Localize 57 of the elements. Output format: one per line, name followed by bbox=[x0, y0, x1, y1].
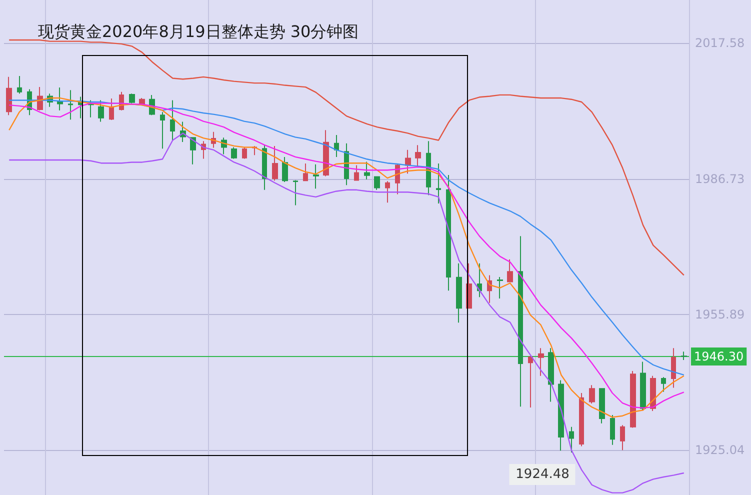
candlestick bbox=[640, 361, 646, 411]
candlestick bbox=[456, 262, 462, 324]
candlestick bbox=[293, 180, 298, 206]
candlestick bbox=[681, 351, 687, 361]
candlestick bbox=[57, 86, 63, 111]
candlestick bbox=[426, 140, 431, 196]
candlestick bbox=[374, 176, 380, 190]
candlestick bbox=[68, 90, 73, 120]
ref-line-label: 1946.30 bbox=[694, 350, 744, 364]
candlestick bbox=[518, 236, 523, 408]
candlestick bbox=[160, 112, 165, 150]
candlestick bbox=[364, 161, 370, 180]
candlestick bbox=[528, 356, 533, 408]
candlestick bbox=[599, 388, 605, 424]
candlestick bbox=[129, 93, 135, 104]
candlestick bbox=[242, 146, 247, 160]
candlestick bbox=[17, 76, 22, 94]
candlestick bbox=[231, 146, 237, 160]
y-tick-label: 2017.58 bbox=[695, 36, 745, 50]
candlestick bbox=[497, 276, 503, 299]
candlestick bbox=[661, 376, 666, 392]
candlestick bbox=[303, 163, 308, 182]
candlestick bbox=[78, 96, 83, 119]
text: 现货黄金2020年8月19日整体走势 30分钟图 bbox=[38, 22, 359, 43]
candlestick bbox=[436, 163, 441, 204]
candlestick bbox=[282, 156, 288, 182]
candlestick bbox=[190, 137, 196, 165]
y-tick-label: 1955.89 bbox=[695, 307, 745, 322]
candlestick bbox=[548, 348, 554, 402]
candlestick bbox=[630, 370, 636, 428]
candlestick bbox=[558, 380, 564, 452]
y-tick-label: 1986.73 bbox=[695, 172, 745, 186]
candlestick bbox=[477, 262, 482, 298]
candlestick bbox=[262, 144, 267, 190]
annotation: 1924.48 bbox=[510, 464, 576, 486]
candlestick bbox=[589, 384, 595, 404]
candlestick bbox=[507, 258, 513, 282]
candlestick bbox=[579, 392, 584, 447]
candlestick bbox=[6, 76, 12, 116]
candlestick bbox=[569, 426, 574, 453]
candlestick bbox=[385, 180, 390, 204]
candlestick bbox=[671, 348, 676, 388]
candlestick bbox=[354, 164, 359, 181]
candlestick bbox=[170, 100, 175, 141]
candlestick bbox=[415, 144, 421, 168]
candlestick bbox=[98, 100, 104, 122]
candlestick bbox=[109, 98, 114, 121]
candlestick bbox=[405, 149, 411, 174]
candlestick bbox=[88, 100, 94, 118]
candlestick bbox=[272, 145, 278, 182]
candlestick bbox=[446, 174, 451, 292]
candlestick bbox=[538, 348, 544, 376]
y-tick-label: 1925.04 bbox=[695, 442, 745, 457]
candlestick bbox=[334, 134, 339, 158]
candlestick bbox=[620, 424, 625, 451]
candlestick bbox=[313, 164, 319, 190]
candlestick bbox=[610, 414, 615, 446]
